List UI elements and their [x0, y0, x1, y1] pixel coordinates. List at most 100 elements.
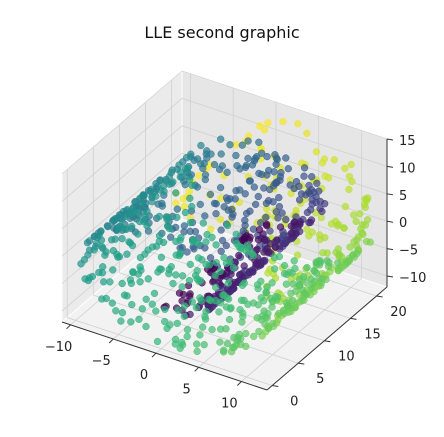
scatter-point: [220, 253, 228, 262]
scatter-point: [282, 280, 291, 288]
grid-line-y: [119, 272, 325, 342]
scatter-point: [323, 249, 331, 257]
scatter-point: [280, 261, 289, 270]
scatter-point: [129, 268, 137, 276]
y-tick-mark: [298, 362, 305, 365]
scatter-point: [180, 312, 188, 321]
scatter-point: [231, 195, 239, 203]
scatter-point: [266, 227, 274, 235]
tick-labels: −10 −5 0 5 10 0 5 10 15 20 −10 −5 0 5 10 15: [45, 134, 427, 412]
scatter-point: [262, 220, 271, 228]
scatter-point: [271, 293, 280, 301]
scatter-point: [108, 299, 116, 307]
scatter-point: [235, 330, 243, 339]
scatter-point: [254, 192, 262, 201]
scatter-point: [250, 183, 258, 191]
scatter-point: [126, 276, 135, 284]
scatter-point: [348, 251, 357, 260]
scatter-point: [257, 277, 265, 285]
z-tick-mark: [386, 275, 394, 278]
z-tick-mark: [386, 220, 394, 223]
scatter-point: [173, 213, 181, 222]
scatter-point: [219, 291, 227, 299]
scatter-point: [347, 160, 355, 169]
scatter-point: [138, 200, 147, 208]
scatter-point: [257, 294, 265, 302]
scatter-point: [216, 183, 225, 192]
scatter-point: [148, 300, 156, 308]
scatter-point: [334, 259, 342, 267]
scatter-point: [260, 126, 269, 134]
scatter-point: [175, 289, 184, 297]
x-tick-label: 5: [183, 382, 191, 397]
scatter-point: [193, 347, 201, 356]
scatter-point: [356, 210, 364, 218]
y-tick-mark: [272, 385, 279, 388]
scatter-point: [171, 335, 180, 344]
scatter-point: [188, 298, 196, 306]
scatter-point: [208, 325, 216, 334]
scatter-point: [217, 226, 225, 234]
scatter-point: [175, 161, 183, 169]
scatter-point: [203, 230, 211, 239]
scatter-point: [118, 235, 126, 243]
scatter-point: [167, 263, 175, 271]
scatter-point: [229, 263, 238, 272]
scatter-point: [102, 248, 110, 256]
z-tick-label: 15: [399, 134, 416, 149]
grid-line-y: [145, 249, 351, 319]
scatter-point: [300, 164, 309, 172]
scatter-point: [318, 207, 326, 216]
scatter-point: [184, 164, 192, 172]
scatter-point: [193, 340, 201, 348]
scatter-point: [271, 151, 279, 159]
scatter-point: [290, 257, 298, 265]
scatter-point: [249, 299, 258, 307]
scatter-point: [186, 290, 194, 298]
scatter-point: [172, 223, 180, 232]
scatter-point: [186, 194, 194, 202]
y-tick-label: 20: [390, 305, 407, 320]
scatter-point: [173, 205, 181, 213]
scatter-point: [165, 172, 174, 181]
scatter-point: [352, 217, 360, 226]
scatter-point: [155, 212, 164, 221]
scatter-point: [128, 300, 136, 309]
scatter-point: [282, 215, 290, 224]
scatter-point: [321, 233, 329, 242]
scatter-point: [278, 209, 286, 217]
scatter-point: [136, 263, 144, 271]
scatter-point: [238, 141, 246, 149]
x-tick-mark: [237, 381, 242, 386]
scatter-point: [308, 228, 316, 236]
scatter-point: [167, 233, 175, 241]
scatter-point: [275, 252, 283, 261]
scatter-point: [148, 197, 156, 206]
scatter-point: [340, 224, 348, 232]
scatter-point: [123, 250, 131, 258]
scatter-point: [251, 200, 260, 209]
scatter-point: [181, 302, 189, 310]
scatter-point: [244, 137, 252, 145]
scatter-point: [112, 307, 120, 315]
scatter-point: [199, 219, 207, 227]
scatter-point: [255, 327, 263, 336]
scatter-point: [273, 236, 281, 244]
scatter-point: [236, 306, 244, 314]
scatter-point: [226, 141, 234, 149]
scatter-point: [169, 279, 177, 288]
scatter-point: [293, 251, 302, 259]
scatter-point: [265, 166, 273, 175]
scatter-point: [217, 135, 225, 143]
scatter-point: [222, 194, 231, 202]
scatter-point: [201, 212, 209, 220]
scatter-point: [269, 319, 277, 328]
scatter-point: [111, 216, 119, 224]
scatter-point: [143, 207, 151, 215]
axis-lines: [61, 139, 388, 391]
x-axis-line: [61, 321, 268, 391]
scatter-point: [243, 241, 252, 249]
y-tick-label: 10: [338, 350, 355, 365]
scatter-point: [85, 237, 94, 245]
